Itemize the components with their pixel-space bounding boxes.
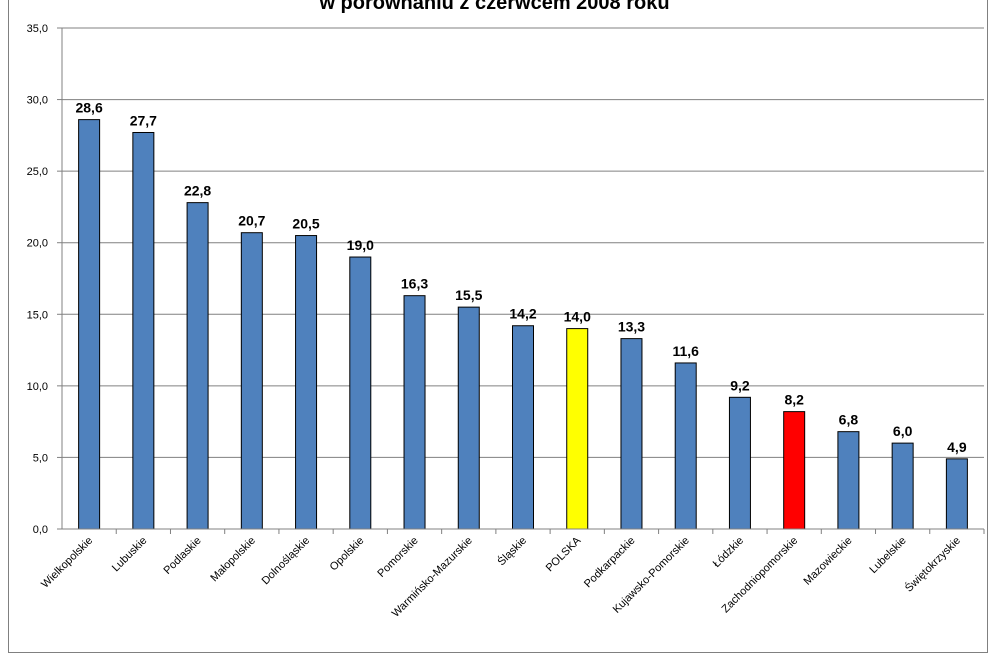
y-tick-label: 35,0 [27, 23, 48, 35]
y-tick-label: 30,0 [27, 95, 48, 107]
x-tick-label: Śląskie [495, 534, 529, 568]
y-tick-label: 25,0 [27, 166, 48, 178]
bar [186, 202, 209, 530]
x-tick-label: Dolnośląskie [260, 535, 313, 588]
chart-frame [8, 0, 988, 653]
bar [132, 131, 155, 530]
chart-title: w porównaniu z czerwcem 2008 roku [319, 0, 670, 14]
data-label: 9,2 [730, 377, 750, 393]
x-tick-label: Podlaskie [161, 535, 203, 577]
x-tick-label: Wielkopolskie [39, 535, 95, 591]
y-tick-label: 15,0 [27, 309, 48, 321]
bar [566, 328, 589, 530]
x-tick-label: Podkarpackie [582, 535, 638, 591]
data-label: 15,5 [455, 287, 482, 303]
bar [837, 431, 860, 530]
data-label: 13,3 [618, 319, 645, 335]
bars [78, 119, 968, 530]
y-tick-label: 10,0 [27, 381, 48, 393]
data-label: 16,3 [401, 276, 428, 292]
x-tick-label: Lubuskie [110, 535, 150, 575]
data-label: 6,0 [893, 423, 913, 439]
bar [349, 256, 372, 530]
bar [457, 306, 480, 530]
data-label: 4,9 [947, 439, 967, 455]
x-axis: Wielkopolskie Lubuskie Podlaskie Małopolski… [39, 528, 985, 620]
y-tick-label: 20,0 [27, 238, 48, 250]
data-label: 20,7 [238, 213, 265, 229]
bar [728, 396, 751, 530]
data-label: 28,6 [75, 100, 102, 116]
x-tick-label: Małopolskie [208, 535, 258, 585]
x-tick-label: POLSKA [544, 534, 584, 574]
data-label: 14,0 [564, 309, 591, 325]
bar [295, 235, 318, 530]
data-label: 27,7 [130, 112, 157, 128]
x-tick-label: Świętokrzyskie [902, 534, 963, 595]
data-label: 19,0 [347, 237, 374, 253]
data-label: 11,6 [672, 343, 699, 359]
data-label: 20,5 [292, 216, 319, 232]
data-labels: 28,6 27,7 22,8 20,7 20,5 19,0 16,3 15,5 14,2 14,0… [75, 100, 966, 455]
y-axis: 0,0 5,0 10,0 15,0 20,0 25,0 30,0 35,0 [27, 23, 63, 536]
x-tick-label: Opolskie [328, 535, 367, 574]
x-tick-label: Pomorskie [375, 535, 420, 580]
bar [240, 232, 263, 530]
x-tick-label: Mazowieckie [802, 535, 855, 588]
bar [403, 295, 426, 530]
data-label: 8,2 [784, 392, 804, 408]
y-tick-label: 0,0 [33, 524, 48, 536]
data-label: 14,2 [509, 306, 536, 322]
bar [891, 442, 914, 530]
bar [945, 458, 968, 530]
data-label: 22,8 [184, 183, 211, 199]
bar [512, 325, 534, 530]
y-tick-label: 5,0 [33, 452, 48, 464]
x-tick-label: Łódzkie [711, 535, 746, 570]
bar [78, 119, 101, 530]
x-tick-label: Lubelskie [867, 535, 908, 576]
bar [783, 411, 806, 530]
bar [674, 362, 697, 530]
data-label: 6,8 [839, 412, 859, 428]
bar [620, 338, 643, 530]
